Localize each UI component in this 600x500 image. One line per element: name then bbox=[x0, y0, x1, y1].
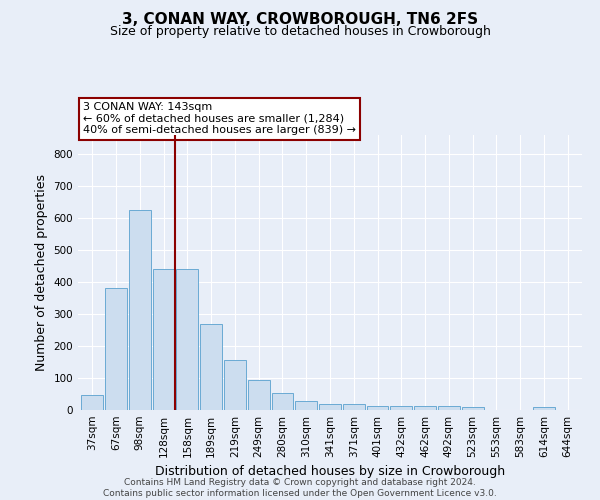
Bar bbox=[438, 406, 460, 410]
Text: Contains HM Land Registry data © Crown copyright and database right 2024.
Contai: Contains HM Land Registry data © Crown c… bbox=[103, 478, 497, 498]
Text: 3, CONAN WAY, CROWBOROUGH, TN6 2FS: 3, CONAN WAY, CROWBOROUGH, TN6 2FS bbox=[122, 12, 478, 28]
Bar bbox=[272, 394, 293, 410]
Bar bbox=[319, 404, 341, 410]
Bar bbox=[105, 288, 127, 410]
Bar bbox=[200, 324, 222, 410]
Bar bbox=[248, 380, 269, 410]
Bar bbox=[82, 394, 103, 410]
Bar bbox=[533, 408, 555, 410]
Bar bbox=[462, 408, 484, 410]
Bar bbox=[343, 404, 365, 410]
Y-axis label: Number of detached properties: Number of detached properties bbox=[35, 174, 48, 371]
Bar bbox=[129, 210, 151, 410]
Bar bbox=[152, 270, 175, 410]
X-axis label: Distribution of detached houses by size in Crowborough: Distribution of detached houses by size … bbox=[155, 466, 505, 478]
Bar bbox=[391, 406, 412, 410]
Bar bbox=[367, 406, 388, 410]
Bar bbox=[176, 270, 198, 410]
Text: Size of property relative to detached houses in Crowborough: Size of property relative to detached ho… bbox=[110, 25, 490, 38]
Bar bbox=[295, 401, 317, 410]
Text: 3 CONAN WAY: 143sqm
← 60% of detached houses are smaller (1,284)
40% of semi-det: 3 CONAN WAY: 143sqm ← 60% of detached ho… bbox=[83, 102, 356, 135]
Bar bbox=[414, 406, 436, 410]
Bar bbox=[224, 360, 246, 410]
